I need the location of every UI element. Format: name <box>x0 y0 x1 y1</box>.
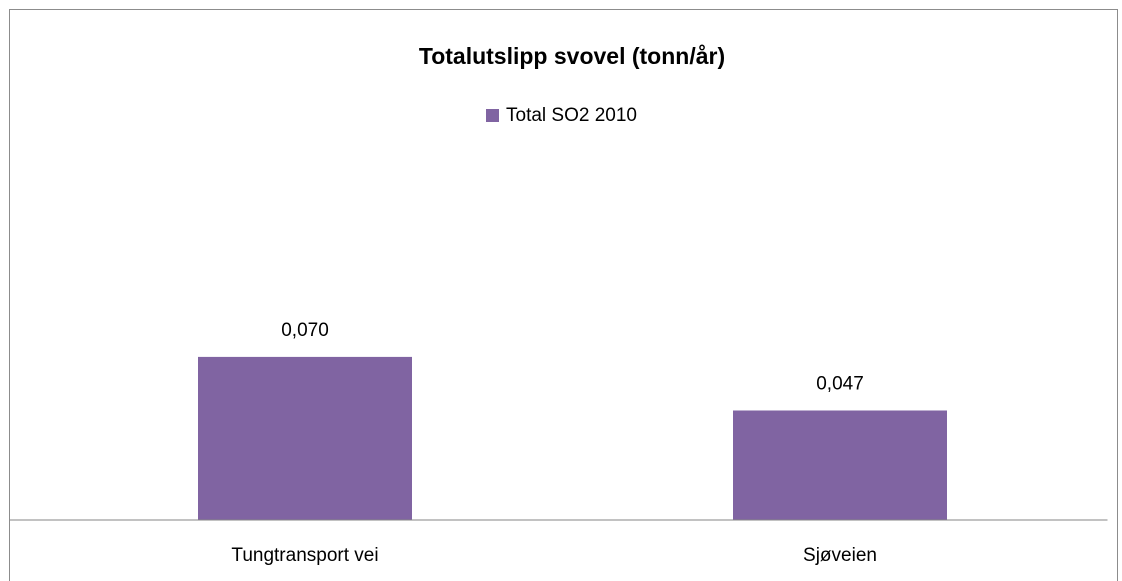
x-tick-label: Tungtransport vei <box>231 545 378 566</box>
x-tick-label: Sjøveien <box>803 545 877 566</box>
data-label: 0,070 <box>281 320 329 341</box>
legend-label: Total SO2 2010 <box>506 105 637 126</box>
data-label: 0,047 <box>816 374 864 395</box>
bar <box>733 410 947 520</box>
legend-swatch <box>486 109 499 122</box>
bar <box>198 356 412 520</box>
chart-border <box>9 9 1118 581</box>
chart-title: Totalutslipp svovel (tonn/år) <box>419 43 725 69</box>
